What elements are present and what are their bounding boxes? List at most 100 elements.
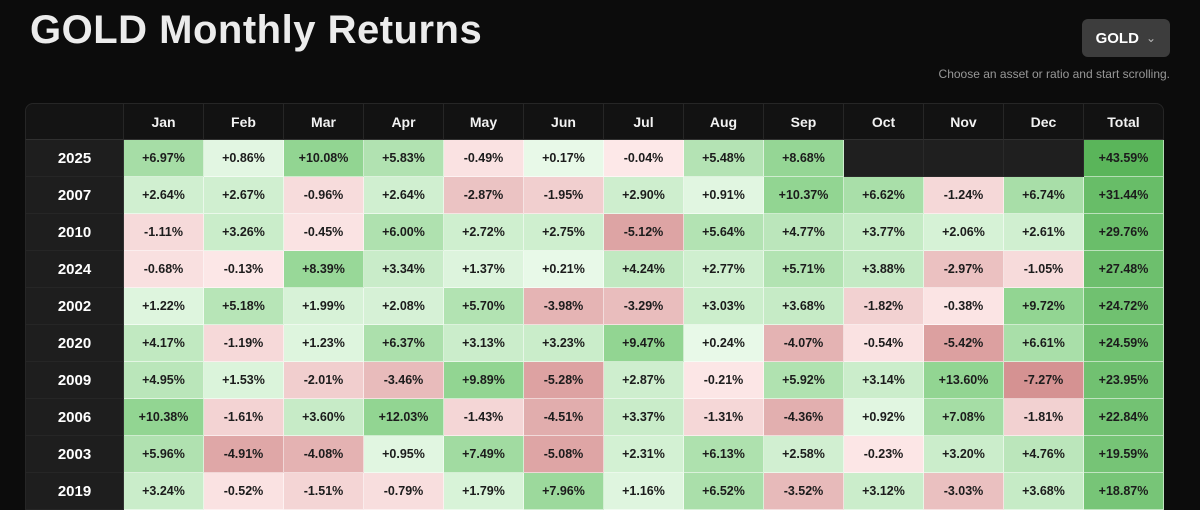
- column-header-dec: Dec: [1004, 103, 1084, 140]
- return-cell: +3.13%: [444, 325, 524, 362]
- return-cell: +3.20%: [924, 436, 1004, 473]
- return-cell: -0.79%: [364, 473, 444, 510]
- corner-cell: [25, 103, 124, 140]
- table-row: 2002 +1.22% +5.18% +1.99% +2.08% +5.70% -3.98%…: [25, 288, 1164, 325]
- return-cell: +0.86%: [204, 140, 284, 177]
- return-cell: -1.24%: [924, 177, 1004, 214]
- return-cell: +2.31%: [604, 436, 684, 473]
- return-cell: +0.21%: [524, 251, 604, 288]
- return-cell: +5.92%: [764, 362, 844, 399]
- total-cell: +18.87%: [1084, 473, 1164, 510]
- return-cell: +9.72%: [1004, 288, 1084, 325]
- return-cell: +7.49%: [444, 436, 524, 473]
- return-cell: +7.96%: [524, 473, 604, 510]
- return-cell: -4.36%: [764, 399, 844, 436]
- return-cell: +5.18%: [204, 288, 284, 325]
- return-cell: +5.71%: [764, 251, 844, 288]
- return-cell: +1.23%: [284, 325, 364, 362]
- empty-cell: [924, 140, 1004, 177]
- return-cell: +6.37%: [364, 325, 444, 362]
- return-cell: +3.26%: [204, 214, 284, 251]
- return-cell: +3.68%: [764, 288, 844, 325]
- return-cell: +5.96%: [124, 436, 204, 473]
- return-cell: -3.52%: [764, 473, 844, 510]
- return-cell: -2.97%: [924, 251, 1004, 288]
- return-cell: -4.91%: [204, 436, 284, 473]
- return-cell: +3.88%: [844, 251, 924, 288]
- empty-cell: [844, 140, 924, 177]
- total-cell: +24.72%: [1084, 288, 1164, 325]
- return-cell: +4.95%: [124, 362, 204, 399]
- return-cell: +1.16%: [604, 473, 684, 510]
- return-cell: -0.52%: [204, 473, 284, 510]
- column-header-mar: Mar: [284, 103, 364, 140]
- return-cell: +3.68%: [1004, 473, 1084, 510]
- return-cell: +1.37%: [444, 251, 524, 288]
- return-cell: +5.70%: [444, 288, 524, 325]
- total-cell: +24.59%: [1084, 325, 1164, 362]
- year-cell: 2025: [25, 140, 124, 177]
- return-cell: -0.96%: [284, 177, 364, 214]
- column-header-jun: Jun: [524, 103, 604, 140]
- return-cell: -1.95%: [524, 177, 604, 214]
- return-cell: +1.99%: [284, 288, 364, 325]
- return-cell: +6.13%: [684, 436, 764, 473]
- return-cell: -7.27%: [1004, 362, 1084, 399]
- year-cell: 2009: [25, 362, 124, 399]
- returns-table-scroll-area[interactable]: Jan Feb Mar Apr May Jun Jul Aug Sep Oct Nov Dec Tota…: [25, 103, 1164, 510]
- return-cell: +1.53%: [204, 362, 284, 399]
- asset-selector-button[interactable]: GOLD ⌄: [1081, 19, 1170, 57]
- return-cell: +2.90%: [604, 177, 684, 214]
- return-cell: -4.51%: [524, 399, 604, 436]
- return-cell: +2.64%: [124, 177, 204, 214]
- year-cell: 2020: [25, 325, 124, 362]
- year-cell: 2007: [25, 177, 124, 214]
- table-row: 2009 +4.95% +1.53% -2.01% -3.46% +9.89% -5.28%…: [25, 362, 1164, 399]
- return-cell: -1.11%: [124, 214, 204, 251]
- return-cell: +0.91%: [684, 177, 764, 214]
- return-cell: +10.38%: [124, 399, 204, 436]
- return-cell: -0.38%: [924, 288, 1004, 325]
- return-cell: +0.95%: [364, 436, 444, 473]
- return-cell: +10.08%: [284, 140, 364, 177]
- return-cell: +2.06%: [924, 214, 1004, 251]
- return-cell: +3.34%: [364, 251, 444, 288]
- total-cell: +43.59%: [1084, 140, 1164, 177]
- table-row: 2019 +3.24% -0.52% -1.51% -0.79% +1.79% +7.96%…: [25, 473, 1164, 510]
- return-cell: +2.08%: [364, 288, 444, 325]
- return-cell: -5.42%: [924, 325, 1004, 362]
- return-cell: -1.61%: [204, 399, 284, 436]
- total-cell: +22.84%: [1084, 399, 1164, 436]
- return-cell: -1.43%: [444, 399, 524, 436]
- return-cell: -0.04%: [604, 140, 684, 177]
- page-title: GOLD Monthly Returns: [30, 8, 483, 52]
- return-cell: +10.37%: [764, 177, 844, 214]
- return-cell: +12.03%: [364, 399, 444, 436]
- return-cell: +2.72%: [444, 214, 524, 251]
- return-cell: +4.76%: [1004, 436, 1084, 473]
- total-cell: +29.76%: [1084, 214, 1164, 251]
- return-cell: +5.48%: [684, 140, 764, 177]
- column-header-feb: Feb: [204, 103, 284, 140]
- return-cell: +2.75%: [524, 214, 604, 251]
- return-cell: -1.19%: [204, 325, 284, 362]
- empty-cell: [1004, 140, 1084, 177]
- return-cell: -1.82%: [844, 288, 924, 325]
- return-cell: -5.08%: [524, 436, 604, 473]
- return-cell: +3.14%: [844, 362, 924, 399]
- table-header: Jan Feb Mar Apr May Jun Jul Aug Sep Oct Nov Dec Tota…: [25, 103, 1164, 140]
- return-cell: -5.12%: [604, 214, 684, 251]
- table-row: 2006 +10.38% -1.61% +3.60% +12.03% -1.43% -4.5…: [25, 399, 1164, 436]
- total-cell: +23.95%: [1084, 362, 1164, 399]
- return-cell: -3.98%: [524, 288, 604, 325]
- table-row: 2003 +5.96% -4.91% -4.08% +0.95% +7.49% -5.08%…: [25, 436, 1164, 473]
- return-cell: +5.83%: [364, 140, 444, 177]
- return-cell: -3.29%: [604, 288, 684, 325]
- return-cell: -0.54%: [844, 325, 924, 362]
- year-cell: 2006: [25, 399, 124, 436]
- return-cell: +3.60%: [284, 399, 364, 436]
- return-cell: +6.61%: [1004, 325, 1084, 362]
- return-cell: +2.67%: [204, 177, 284, 214]
- year-cell: 2002: [25, 288, 124, 325]
- return-cell: -0.23%: [844, 436, 924, 473]
